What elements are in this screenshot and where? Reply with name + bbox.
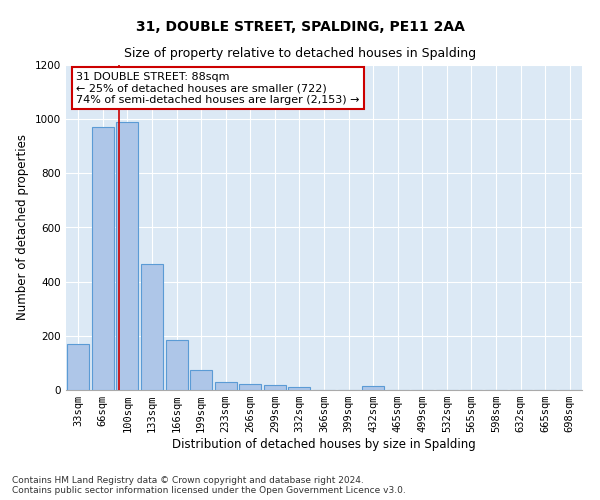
Bar <box>166 340 188 390</box>
X-axis label: Distribution of detached houses by size in Spalding: Distribution of detached houses by size … <box>172 438 476 451</box>
Text: 31, DOUBLE STREET, SPALDING, PE11 2AA: 31, DOUBLE STREET, SPALDING, PE11 2AA <box>136 20 464 34</box>
Text: 31 DOUBLE STREET: 88sqm
← 25% of detached houses are smaller (722)
74% of semi-d: 31 DOUBLE STREET: 88sqm ← 25% of detache… <box>76 72 360 104</box>
Bar <box>239 384 262 390</box>
Bar <box>92 128 114 390</box>
Bar <box>362 386 384 390</box>
Bar <box>264 385 286 390</box>
Bar <box>141 264 163 390</box>
Bar <box>67 344 89 390</box>
Bar <box>215 382 237 390</box>
Y-axis label: Number of detached properties: Number of detached properties <box>16 134 29 320</box>
Bar <box>289 387 310 390</box>
Text: Size of property relative to detached houses in Spalding: Size of property relative to detached ho… <box>124 48 476 60</box>
Text: Contains HM Land Registry data © Crown copyright and database right 2024.
Contai: Contains HM Land Registry data © Crown c… <box>12 476 406 495</box>
Bar <box>190 370 212 390</box>
Bar <box>116 122 139 390</box>
